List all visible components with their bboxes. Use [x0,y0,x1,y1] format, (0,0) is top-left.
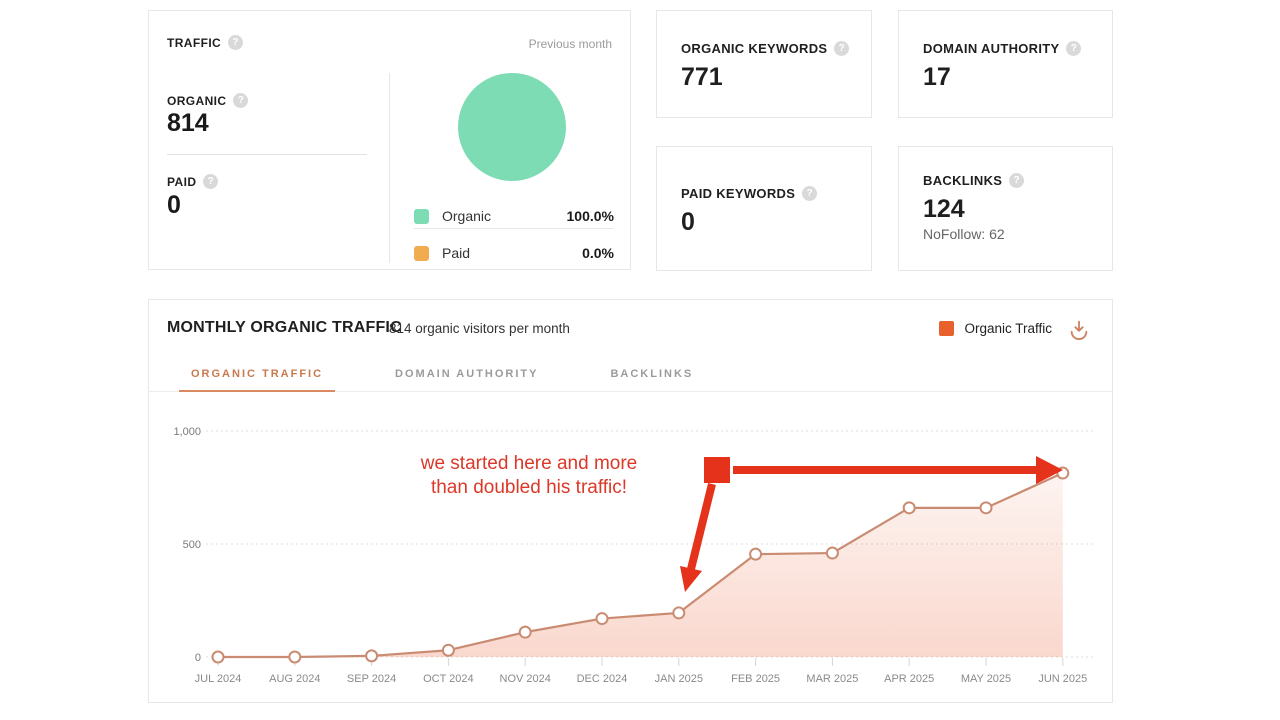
domain-authority-card: DOMAIN AUTHORITY ? 17 [898,10,1113,118]
pie-legend-paid: Paid 0.0% [414,242,614,264]
svg-text:0: 0 [195,652,201,664]
annotation-square [704,457,730,483]
organic-traffic-value: 814 [167,109,209,137]
divider [389,73,390,263]
backlinks-nofollow: NoFollow: 62 [923,226,1005,242]
download-icon[interactable] [1068,318,1090,340]
paid-keywords-value: 0 [681,208,695,236]
paid-keywords-label-row: PAID KEYWORDS ? [681,186,818,201]
organic-legend-label: Organic [442,208,492,224]
organic-traffic-legend-swatch [939,321,955,336]
organic-keywords-card: ORGANIC KEYWORDS ? 771 [656,10,872,118]
svg-text:SEP 2024: SEP 2024 [347,673,396,685]
traffic-pie-chart [458,73,566,181]
annotation-arrow-diagonal [687,483,716,570]
help-icon[interactable]: ? [834,41,850,56]
backlinks-card: BACKLINKS ? 124 NoFollow: 62 [898,146,1113,271]
svg-text:APR 2025: APR 2025 [884,673,934,685]
annotation-line2: than doubled his traffic! [430,477,628,498]
svg-text:FEB 2025: FEB 2025 [731,673,780,685]
backlinks-value: 124 [923,195,965,223]
organic-traffic-legend-label: Organic Traffic [964,321,1052,336]
svg-text:MAY 2025: MAY 2025 [961,673,1011,685]
help-icon[interactable]: ? [802,186,818,201]
paid-traffic-label-row: PAID ? [167,174,219,189]
divider [414,228,614,229]
chart-legend: Organic Traffic [939,321,1052,336]
paid-legend-label: Paid [442,245,471,261]
domain-authority-label-row: DOMAIN AUTHORITY ? [923,41,1082,56]
annotation-arrowhead-down [680,566,702,592]
pie-legend-organic: Organic 100.0% [414,205,614,227]
chart-tabs: ORGANIC TRAFFIC DOMAIN AUTHORITY BACKLIN… [149,362,1112,392]
organic-keywords-label: ORGANIC KEYWORDS [681,41,828,56]
annotation-arrows [680,456,1063,592]
help-icon[interactable]: ? [1009,173,1025,188]
paid-traffic-label: PAID [167,174,197,189]
svg-text:500: 500 [183,539,201,551]
traffic-card-title-row: TRAFFIC ? [167,35,244,50]
help-icon[interactable]: ? [228,35,244,50]
domain-authority-label: DOMAIN AUTHORITY [923,41,1060,56]
svg-text:JUL 2024: JUL 2024 [195,673,242,685]
monthly-traffic-card: MONTHLY ORGANIC TRAFFIC 814 organic visi… [148,299,1113,703]
chart-title: MONTHLY ORGANIC TRAFFIC [167,319,402,336]
annotation-line1: we started here and more [420,453,638,474]
tab-backlinks[interactable]: BACKLINKS [610,368,694,380]
svg-text:AUG 2024: AUG 2024 [269,673,320,685]
organic-traffic-label: ORGANIC [167,93,227,108]
svg-text:JUN 2025: JUN 2025 [1038,673,1087,685]
organic-traffic-label-row: ORGANIC ? [167,93,249,108]
divider [167,154,367,155]
organic-traffic-line-chart: 0 500 1,000 JUL 2024 AUG 2024 SEP 2024 OCT 202… [173,426,1096,685]
svg-text:DEC 2024: DEC 2024 [577,673,628,685]
paid-keywords-card: PAID KEYWORDS ? 0 [656,146,872,271]
organic-legend-swatch [414,208,429,224]
organic-legend-pct: 100.0% [566,208,614,224]
organic-keywords-label-row: ORGANIC KEYWORDS ? [681,41,850,56]
svg-text:NOV 2024: NOV 2024 [500,673,551,685]
paid-keywords-label: PAID KEYWORDS [681,186,796,201]
help-icon[interactable]: ? [233,93,249,108]
svg-text:1,000: 1,000 [173,426,201,438]
organic-keywords-value: 771 [681,63,723,91]
traffic-card-title: TRAFFIC [167,35,222,50]
annotation-arrowhead-right [1036,456,1063,484]
help-icon[interactable]: ? [1066,41,1082,56]
previous-month-label: Previous month [528,37,612,51]
domain-authority-value: 17 [923,63,951,91]
backlinks-label: BACKLINKS [923,173,1003,188]
help-icon[interactable]: ? [203,174,219,189]
svg-text:JAN 2025: JAN 2025 [655,673,703,685]
annotation-text: we started here and more than doubled hi… [384,452,674,500]
backlinks-label-row: BACKLINKS ? [923,173,1025,188]
traffic-card: TRAFFIC ? Previous month ORGANIC ? 814 P… [148,10,631,270]
svg-text:OCT 2024: OCT 2024 [423,673,474,685]
tab-domain-authority[interactable]: DOMAIN AUTHORITY [395,368,539,380]
svg-text:MAR 2025: MAR 2025 [806,673,858,685]
chart-subtitle: 814 organic visitors per month [389,321,570,336]
paid-legend-swatch [414,245,429,261]
paid-traffic-value: 0 [167,191,181,219]
paid-legend-pct: 0.0% [582,245,614,261]
tab-organic-traffic[interactable]: ORGANIC TRAFFIC [179,362,336,392]
